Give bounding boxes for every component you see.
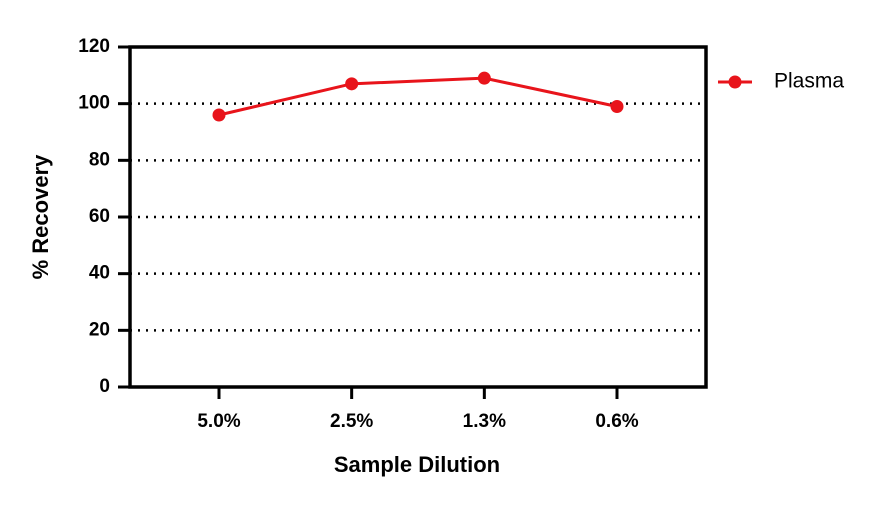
y-tick-label: 80 [89,149,110,170]
y-tick-label: 20 [89,319,110,340]
data-point [345,77,359,91]
plot-frame [128,45,708,389]
y-tick-label: 0 [99,376,110,397]
legend-text: Plasma [774,70,844,93]
legend-marker [728,75,742,89]
x-tick-label: 0.6% [595,411,638,432]
y-tick-label: 60 [89,206,110,227]
data-point [212,108,226,122]
x-tick-label: 1.3% [463,411,506,432]
y-tick-label: 120 [78,36,110,57]
y-tick-label: 40 [89,263,110,284]
series-line [218,76,618,117]
x-axis-title: Sample Dilution [334,452,500,477]
y-tick-label: 100 [78,93,110,114]
data-point [477,71,491,85]
data-point [610,100,624,113]
x-tick-label: 2.5% [330,411,373,432]
x-tick-label: 5.0% [197,411,240,432]
y-axis-title: % Recovery [28,154,53,280]
